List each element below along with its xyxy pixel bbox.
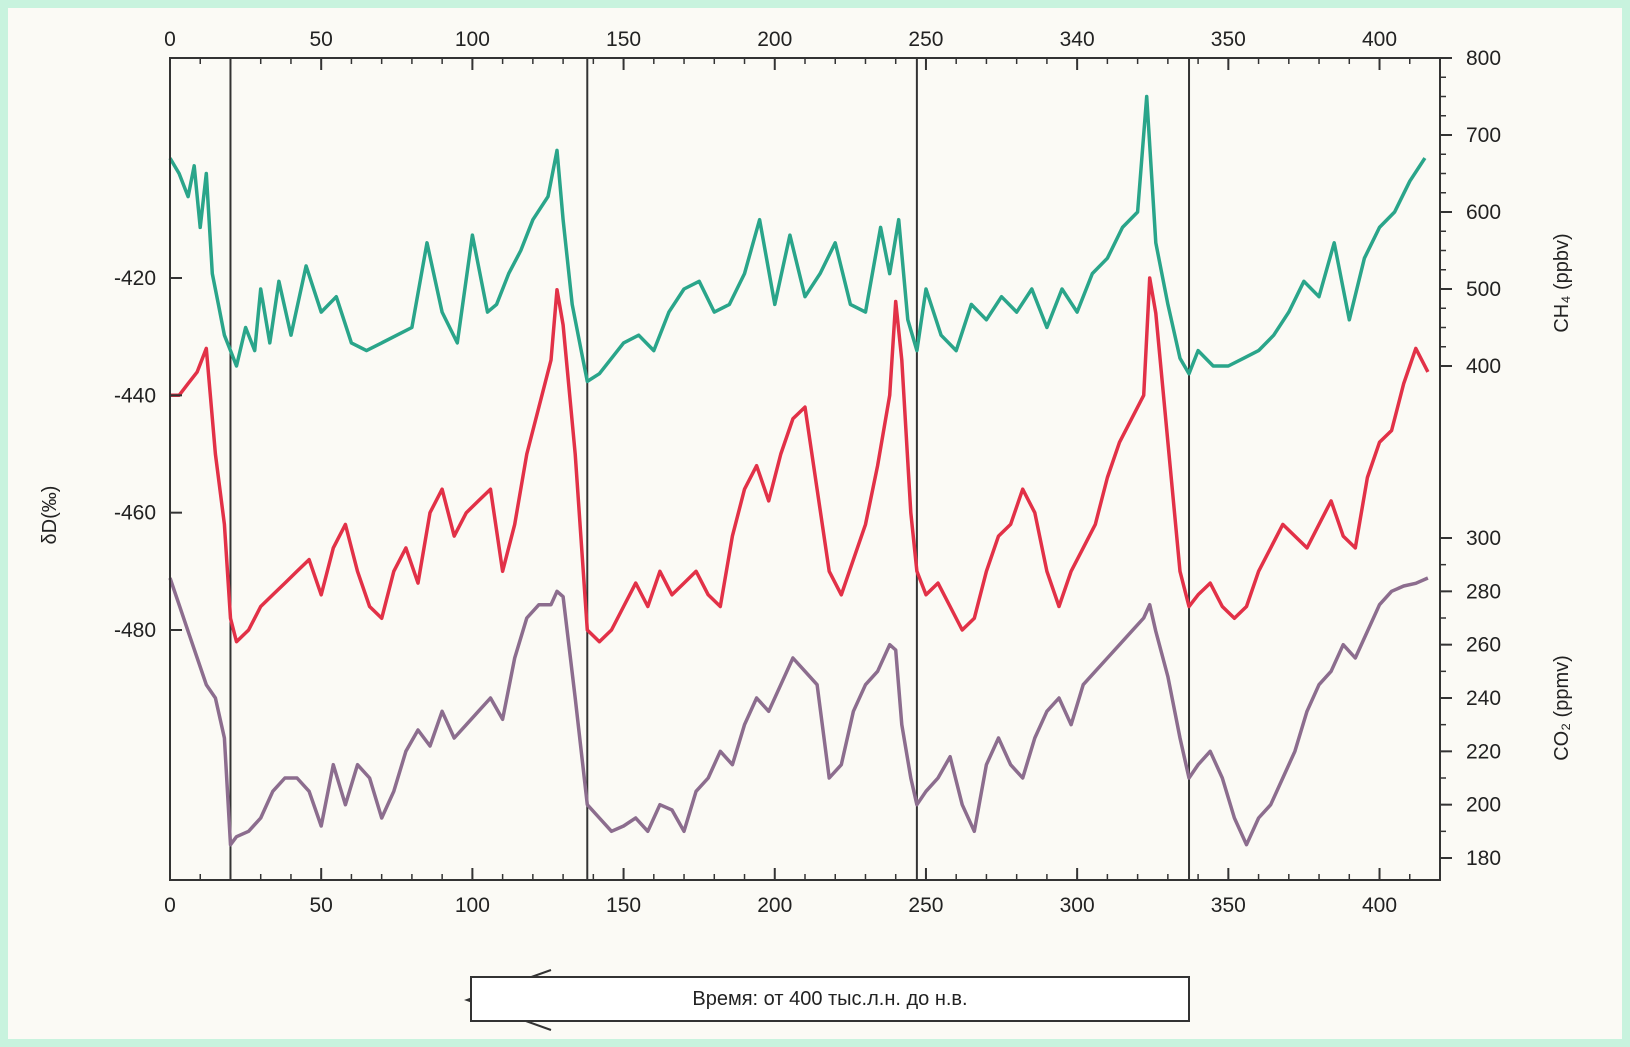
right-ch4-tick-label-3: 500 bbox=[1466, 278, 1501, 301]
left-tick-label-1: -440 bbox=[114, 384, 156, 407]
top-tick-label-3: 150 bbox=[606, 28, 641, 51]
right-co2-tick-label-4: 220 bbox=[1466, 740, 1501, 763]
bottom-tick-label-7: 350 bbox=[1211, 894, 1246, 917]
series-line-0 bbox=[168, 94, 1427, 384]
bottom-tick-label-4: 200 bbox=[757, 894, 792, 917]
bottom-tick-label-8: 400 bbox=[1362, 894, 1397, 917]
right-ch4-tick-label-4: 400 bbox=[1466, 355, 1501, 378]
bottom-tick-label-0: 0 bbox=[164, 894, 176, 917]
right-co2-tick-label-1: 280 bbox=[1466, 580, 1501, 603]
bottom-tick-label-2: 100 bbox=[455, 894, 490, 917]
right-co2-tick-label-6: 180 bbox=[1466, 847, 1501, 870]
bottom-tick-label-5: 250 bbox=[908, 894, 943, 917]
right-ch4-tick-label-1: 700 bbox=[1466, 124, 1501, 147]
bottom-tick-label-6: 300 bbox=[1060, 894, 1095, 917]
right-co2-axis-title: CO₂ (ppmv) bbox=[1551, 655, 1573, 761]
chart-frame: 0 50 100 150 200 250 300 350 400 0 50 100 150 200 250 3… bbox=[8, 8, 1622, 1039]
top-tick-label-6: 340 bbox=[1060, 28, 1095, 51]
time-direction-label: Время: от 400 тыс.л.н. до н.в. bbox=[470, 976, 1190, 1022]
right-co2-tick-label-3: 240 bbox=[1466, 687, 1501, 710]
bottom-tick-label-3: 150 bbox=[606, 894, 641, 917]
plot-frame bbox=[169, 57, 1441, 881]
time-label-text: Время: от 400 тыс.л.н. до н.в. bbox=[692, 987, 968, 1010]
top-tick-label-0: 0 bbox=[164, 28, 176, 51]
left-tick-label-0: -420 bbox=[114, 267, 156, 290]
ice-core-chart: 0 50 100 150 200 250 300 350 400 0 50 100 150 200 250 3… bbox=[39, 28, 1573, 917]
right-ch4-tick-label-0: 800 bbox=[1466, 47, 1501, 70]
right-ch4-axis-title: CH₄ (ppbv) bbox=[1551, 233, 1573, 332]
left-axis-title: δD(‰) bbox=[39, 486, 61, 545]
bottom-tick-label-1: 50 bbox=[310, 894, 333, 917]
right-co2-tick-label-5: 200 bbox=[1466, 794, 1501, 817]
series-line-1 bbox=[170, 276, 1430, 644]
left-tick-label-3: -480 bbox=[114, 619, 156, 642]
top-tick-label-1: 50 bbox=[310, 28, 333, 51]
top-tick-label-4: 200 bbox=[757, 28, 792, 51]
right-ch4-tick-label-2: 600 bbox=[1466, 201, 1501, 224]
top-tick-label-7: 350 bbox=[1211, 28, 1246, 51]
top-tick-label-2: 100 bbox=[455, 28, 490, 51]
top-tick-label-5: 250 bbox=[908, 28, 943, 51]
right-co2-tick-label-2: 260 bbox=[1466, 634, 1501, 657]
right-co2-tick-label-0: 300 bbox=[1466, 527, 1501, 550]
series-line-2 bbox=[168, 576, 1429, 847]
left-tick-label-2: -460 bbox=[114, 502, 156, 525]
top-tick-label-8: 400 bbox=[1362, 28, 1397, 51]
